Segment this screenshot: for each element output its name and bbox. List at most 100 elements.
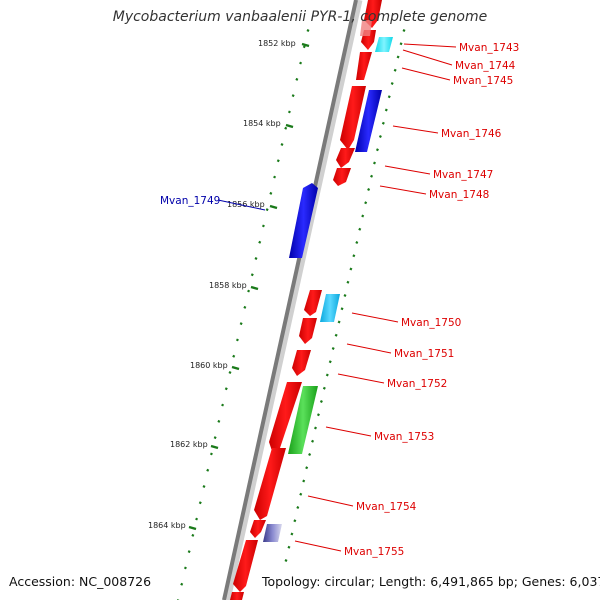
label-leaders	[217, 43, 457, 552]
leader-mvan1752	[337, 373, 385, 384]
ruler-dot	[250, 273, 254, 277]
track-dot	[381, 121, 385, 125]
gene-arrow-mvan1744[interactable]	[356, 52, 372, 80]
ruler-dot	[276, 159, 280, 163]
leader-mvan1749	[217, 199, 266, 211]
gene-label-mvan1754[interactable]: Mvan_1754	[356, 501, 417, 513]
leader-mvan1750	[351, 312, 399, 323]
gene-label-mvan1753[interactable]: Mvan_1753	[374, 431, 434, 443]
ruler-dot	[280, 143, 284, 146]
ruler-dot	[247, 289, 251, 293]
leader-mvan1743	[403, 43, 457, 48]
ruler-major-ticks	[188, 42, 310, 531]
ruler-tick-1858	[250, 285, 259, 291]
track-dot	[316, 413, 320, 417]
track-dot	[325, 373, 329, 377]
track-dot	[373, 161, 376, 165]
gene-label-mvan1751[interactable]: Mvan_1751	[394, 348, 454, 360]
track-dot	[305, 466, 309, 470]
gene-mvan1749-blue[interactable]	[289, 183, 318, 258]
backbone-line	[222, 0, 358, 600]
gene-mvan1746-blue[interactable]	[355, 90, 382, 152]
ruler-label-1864: 1864 kbp	[148, 521, 186, 530]
gene-arrow-mvan1754[interactable]	[254, 448, 286, 520]
ruler-dot	[258, 240, 262, 244]
ruler-label-1858: 1858 kbp	[209, 281, 247, 290]
leader-mvan1746	[392, 125, 439, 134]
track-dot	[337, 320, 341, 324]
track-dot	[399, 42, 403, 46]
track-dot	[349, 267, 353, 271]
gene-arrow-bottom[interactable]	[233, 540, 258, 592]
track-dot	[299, 492, 303, 496]
leader-mvan1745	[401, 67, 451, 81]
gene-mvan1750-cyan[interactable]	[320, 294, 340, 322]
gene-arrow-faint[interactable]	[360, 20, 372, 36]
forward-strand-genes	[230, 0, 382, 600]
ruler-dot	[235, 338, 239, 342]
gene-labels: Mvan_1743 Mvan_1744 Mvan_1745 Mvan_1746 …	[160, 42, 519, 558]
ruler-dot	[273, 175, 277, 179]
track-dot	[319, 400, 323, 403]
gene-arrow-edge[interactable]	[230, 592, 244, 600]
ruler-dot	[261, 224, 265, 228]
gene-label-mvan1743[interactable]: Mvan_1743	[459, 42, 519, 54]
track-dot	[287, 545, 291, 549]
gene-label-mvan1744[interactable]: Mvan_1744	[455, 60, 516, 72]
gene-arrow-mvan1750[interactable]	[304, 290, 322, 316]
ruler-labels: 1852 kbp 1854 kbp 1856 kbp 1858 kbp 1860…	[148, 39, 296, 530]
gene-arrow-mvan1748[interactable]	[333, 168, 351, 186]
gene-mvan1755-purple[interactable]	[263, 524, 282, 542]
gene-mvan1743-cyan[interactable]	[375, 37, 393, 52]
leader-mvan1751	[346, 343, 392, 354]
track-dot	[334, 333, 338, 337]
track-dot	[375, 148, 379, 152]
track-dot	[346, 280, 350, 284]
gene-mvan1753-green[interactable]	[288, 386, 318, 454]
track-dot	[302, 479, 306, 483]
accession-text: Accession: NC_008726	[9, 574, 152, 589]
track-dot	[284, 559, 288, 562]
track-dot	[370, 174, 374, 178]
ruler-dot	[213, 436, 217, 440]
gene-label-mvan1747[interactable]: Mvan_1747	[433, 169, 493, 181]
gene-arrow-mvan1751[interactable]	[299, 318, 317, 344]
track-dot	[384, 108, 388, 112]
ruler-dot	[209, 452, 213, 456]
ruler-dot	[295, 77, 299, 81]
track-dot	[308, 453, 312, 456]
gene-arrow-mvan1755[interactable]	[250, 520, 266, 538]
gene-arrow-mvan1753[interactable]	[269, 382, 302, 454]
track-dot	[340, 307, 344, 311]
ruler-dot	[202, 485, 206, 488]
gene-label-mvan1752[interactable]: Mvan_1752	[387, 378, 447, 390]
genome-summary-text: Topology: circular; Length: 6,491,865 bp…	[262, 574, 600, 589]
track-dot	[328, 360, 332, 364]
gene-label-mvan1748[interactable]: Mvan_1748	[429, 189, 489, 201]
gene-label-mvan1749[interactable]: Mvan_1749	[160, 195, 220, 207]
ruler-label-1856: 1856 kbp	[227, 200, 265, 209]
gene-label-mvan1745[interactable]: Mvan_1745	[453, 75, 513, 87]
ruler-dot	[232, 354, 236, 358]
gene-label-mvan1755[interactable]: Mvan_1755	[344, 546, 404, 558]
ruler-tick-1862	[210, 444, 219, 450]
ruler-dot	[180, 582, 184, 586]
backbone-shadow	[223, 0, 363, 600]
ruler-dot	[287, 110, 291, 114]
ruler-dot	[195, 517, 199, 521]
gene-arrow-mvan1752[interactable]	[292, 350, 311, 376]
leader-mvan1754	[307, 495, 354, 507]
ruler-dot	[183, 566, 187, 570]
gene-arrow-mvan1746[interactable]	[340, 86, 366, 150]
gene-label-mvan1750[interactable]: Mvan_1750	[401, 317, 461, 329]
gene-arrow-mvan1747[interactable]	[336, 148, 355, 168]
track-dot	[396, 55, 400, 59]
track-dot	[358, 227, 362, 231]
track-dot	[393, 68, 397, 72]
gene-label-mvan1746[interactable]: Mvan_1746	[441, 128, 502, 140]
ruler-dot	[254, 257, 258, 260]
track-dot	[364, 201, 368, 205]
track-dot	[311, 439, 315, 443]
track-dot	[322, 386, 326, 390]
